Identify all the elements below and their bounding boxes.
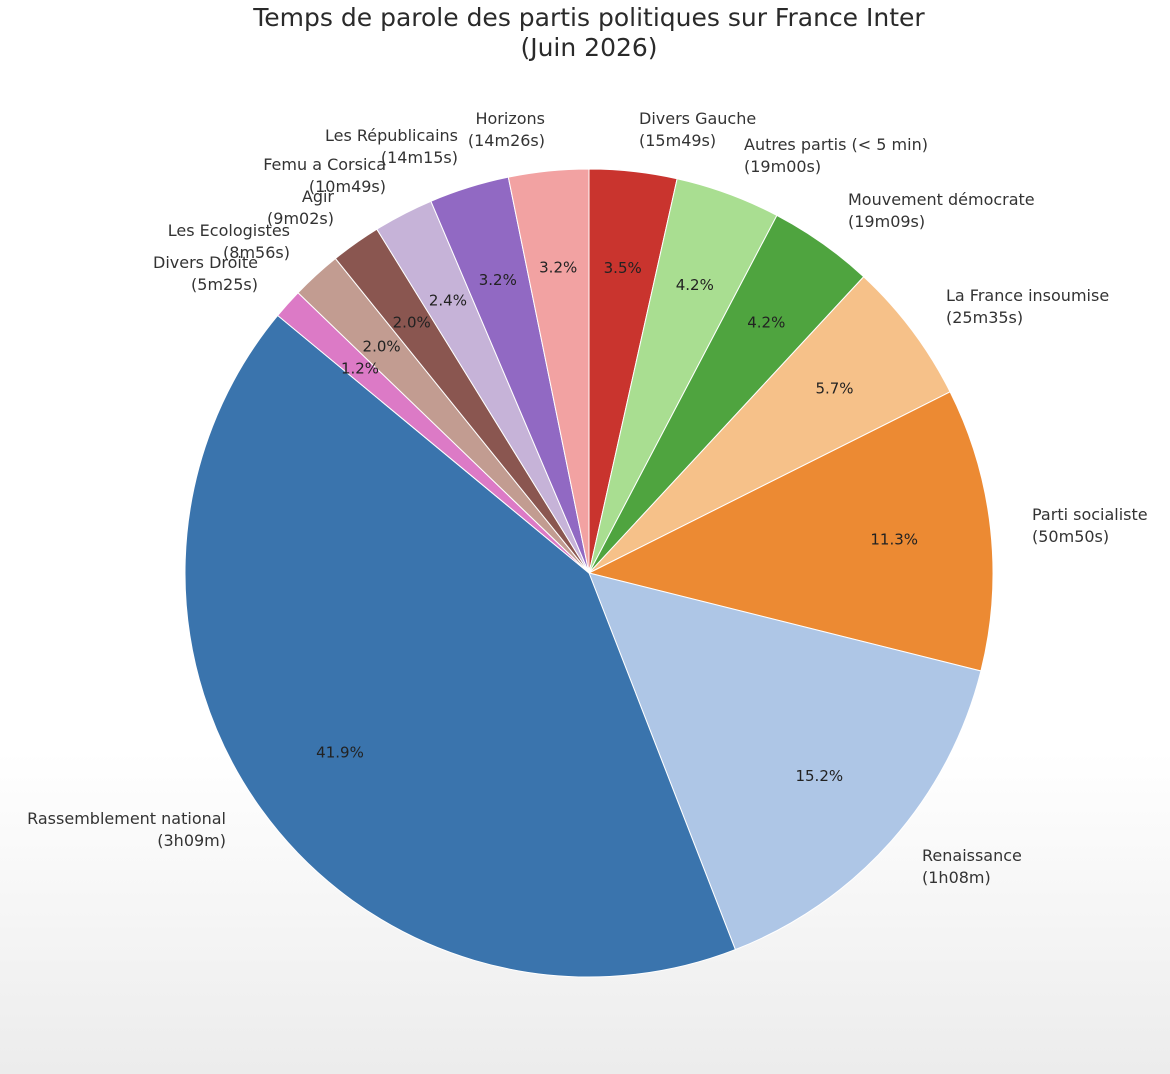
pie-slices [184, 168, 994, 978]
pie-slice-label-12: Horizons (14m26s) [468, 109, 545, 150]
pie-slice-duration-9: (9m02s) [267, 209, 334, 228]
pie-slice-name-11: Les Républicains [325, 126, 458, 145]
pie-slice-duration-10: (10m49s) [309, 177, 386, 196]
pie-slice-label-11: Les Républicains (14m15s) [325, 126, 458, 167]
pie-slice-label-7: Divers Droite (5m25s) [153, 253, 258, 294]
pie-slice-name-2: Mouvement démocrate [848, 190, 1035, 209]
pie-slice-label-1: Autres partis (< 5 min) (19m00s) [744, 135, 928, 176]
pie-slice-duration-4: (50m50s) [1032, 527, 1109, 546]
pie-slice-duration-5: (1h08m) [922, 868, 991, 887]
pie-percent-label-10: 2.4% [429, 291, 467, 309]
pie-percent-label-7: 1.2% [341, 360, 379, 378]
pie-slice-duration-7: (5m25s) [191, 275, 258, 294]
pie-slice-name-8: Les Ecologistes [168, 221, 290, 240]
pie-slice-6 [184, 314, 737, 978]
pie-slice-name-3: La France insoumise [946, 286, 1109, 305]
pie-slice-label-3: La France insoumise (25m35s) [946, 286, 1109, 327]
pie-slice-5 [588, 572, 982, 951]
pie-percent-label-12: 3.2% [539, 259, 577, 277]
pie-slice-label-9: Agir (9m02s) [267, 187, 334, 228]
pie-percent-label-4: 11.3% [870, 530, 918, 548]
pie-slice-duration-8: (8m56s) [223, 243, 290, 262]
pie-slice-label-2: Mouvement démocrate (19m09s) [848, 190, 1035, 231]
pie-slice-label-8: Les Ecologistes (8m56s) [168, 221, 290, 262]
pie-slice-label-5: Renaissance (1h08m) [922, 846, 1022, 887]
pie-slice-duration-0: (15m49s) [639, 131, 716, 150]
pie-percent-label-8: 2.0% [363, 338, 401, 356]
pie-percent-label-11: 3.2% [479, 271, 517, 289]
pie-slice-name-4: Parti socialiste [1032, 505, 1148, 524]
pie-slice-name-12: Horizons [475, 109, 545, 128]
pie-slice-name-0: Divers Gauche [639, 109, 756, 128]
pie-slice-label-4: Parti socialiste (50m50s) [1032, 505, 1148, 546]
pie-slice-4 [587, 391, 994, 672]
pie-slice-name-10: Femu a Corsica [263, 155, 386, 174]
pie-slice-name-6: Rassemblement national [27, 809, 226, 828]
pie-slice-name-1: Autres partis (< 5 min) [744, 135, 928, 154]
pie-percent-label-5: 15.2% [795, 767, 843, 785]
pie-percent-label-3: 5.7% [815, 380, 853, 398]
pie-percent-label-9: 2.0% [393, 313, 431, 331]
pie-percent-labels: 3.5% 4.2% 4.2% 5.7% 11.3% 15.2% 41.9% 1.2% 2.0% 2… [316, 259, 918, 786]
pie-percent-label-2: 4.2% [747, 313, 785, 331]
chart-subtitle: (Juin 2026) [520, 33, 657, 62]
pie-slice-name-9: Agir [302, 187, 335, 206]
pie-slice-duration-1: (19m00s) [744, 157, 821, 176]
pie-slice-label-6: Rassemblement national (3h09m) [27, 809, 226, 850]
pie-slice-name-5: Renaissance [922, 846, 1022, 865]
pie-slice-duration-11: (14m15s) [381, 148, 458, 167]
pie-slice-3 [588, 276, 951, 574]
pie-percent-label-6: 41.9% [316, 744, 364, 762]
pie-slice-label-0: Divers Gauche (15m49s) [639, 109, 756, 150]
pie-slice-12 [507, 168, 590, 574]
pie-slice-duration-2: (19m09s) [848, 212, 925, 231]
pie-slice-duration-12: (14m26s) [468, 131, 545, 150]
chart-title: Temps de parole des partis politiques su… [252, 3, 925, 32]
pie-percent-label-1: 4.2% [676, 276, 714, 294]
pie-slice-labels: Divers Gauche (15m49s) Autres partis (< 5 … [27, 109, 1148, 887]
pie-slice-label-10: Femu a Corsica (10m49s) [263, 155, 386, 196]
pie-percent-label-0: 3.5% [604, 259, 642, 277]
pie-slice-duration-3: (25m35s) [946, 308, 1023, 327]
pie-slice-duration-6: (3h09m) [157, 831, 226, 850]
pie-slice-name-7: Divers Droite [153, 253, 258, 272]
